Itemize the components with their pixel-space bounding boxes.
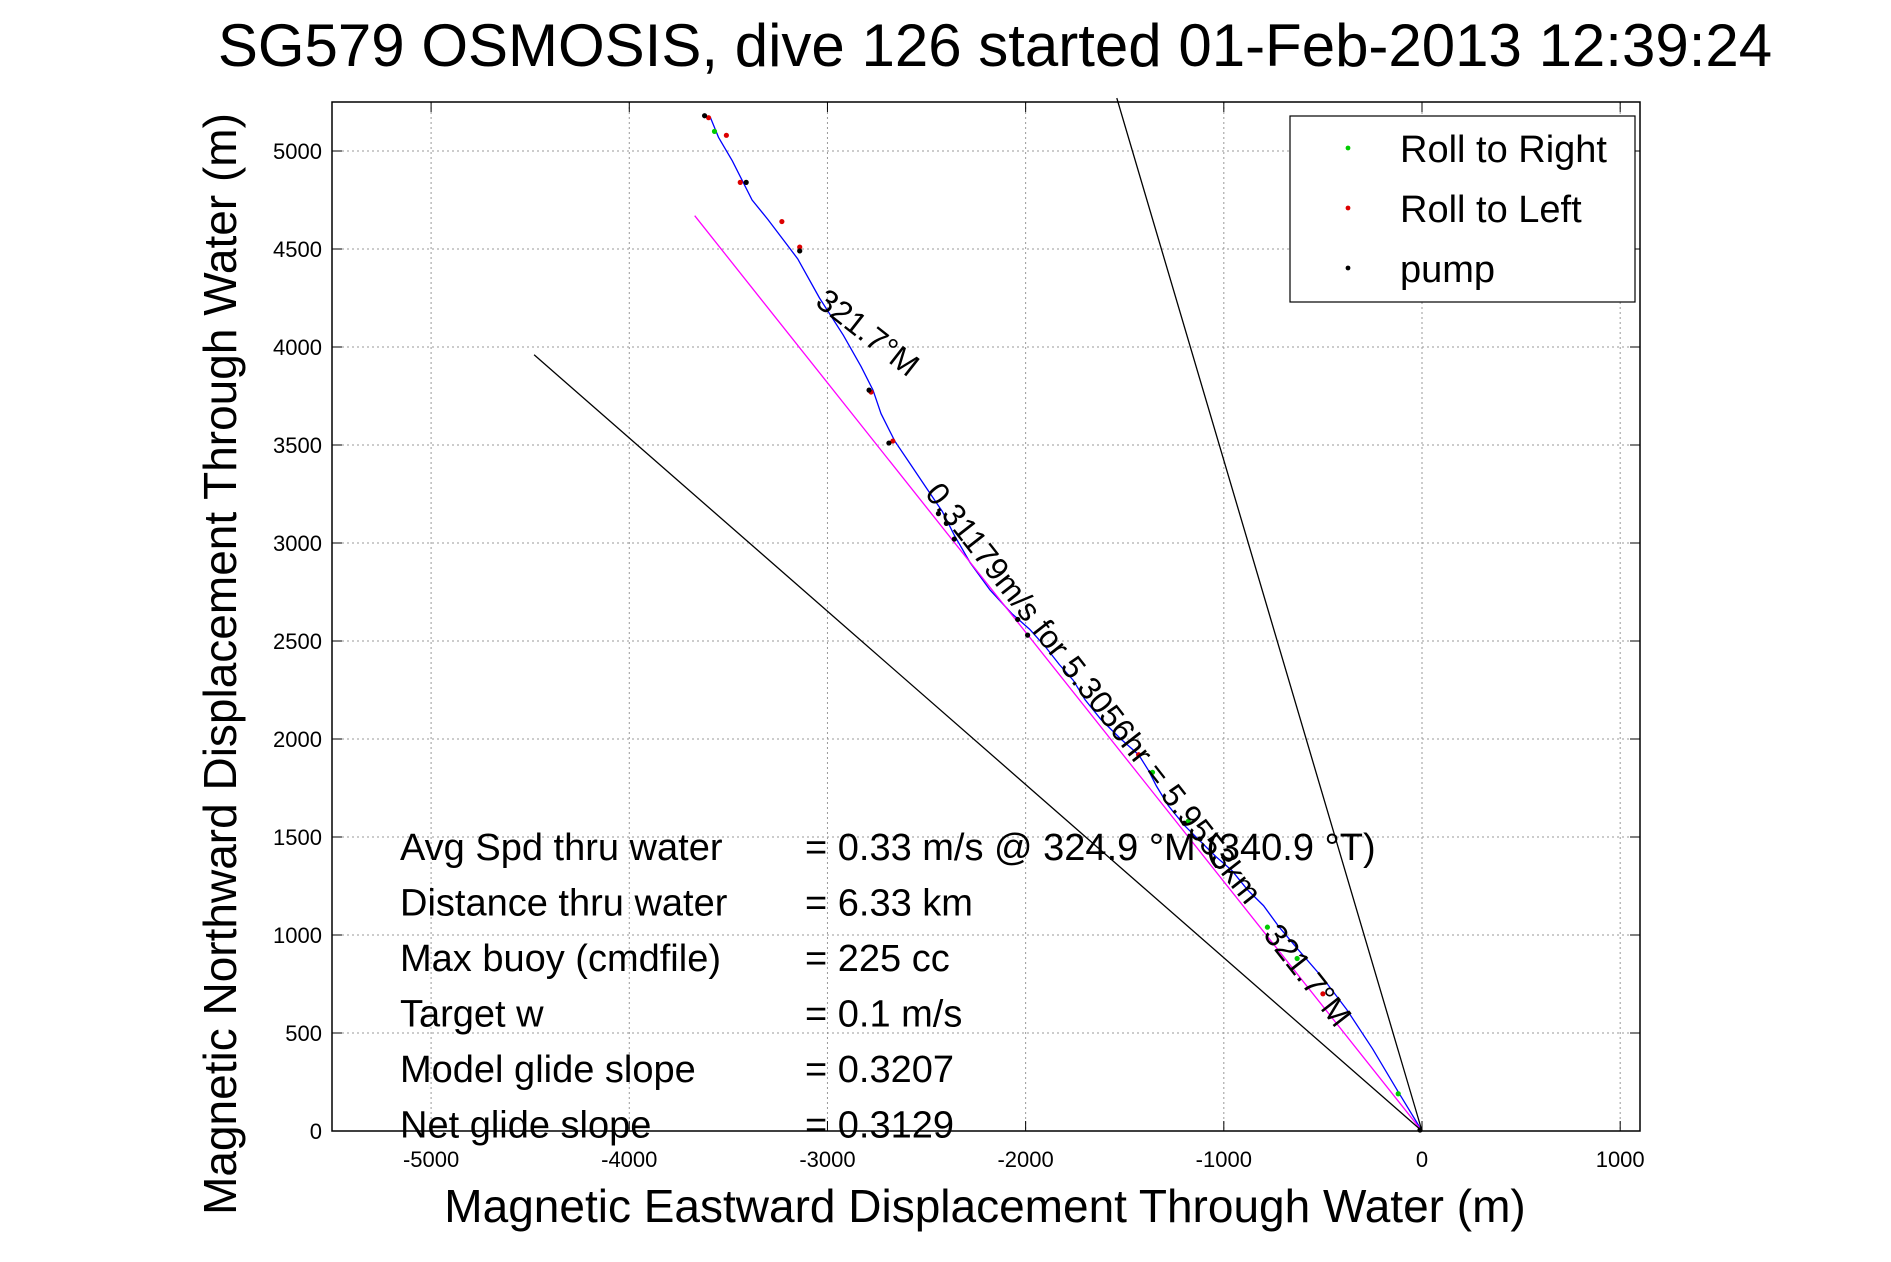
annotation-label: Max buoy (cmdfile) [400, 938, 721, 980]
y-tick-label: 4000 [273, 335, 322, 360]
series-line-2 [1116, 97, 1423, 1132]
annotation-label: Model glide slope [400, 1049, 696, 1091]
chart-title: SG579 OSMOSIS, dive 126 started 01-Feb-2… [218, 12, 1772, 79]
series-line-0 [709, 117, 1423, 1132]
annotation-label: Net glide slope [400, 1105, 651, 1147]
tick-labels: -5000 -4000 -3000 -2000 -1000 0 1000 0 500 1000 15… [273, 102, 1645, 1172]
pump-marker [797, 248, 803, 254]
legend: Roll to Right Roll to Left pump [1289, 115, 1636, 303]
legend-marker [1345, 205, 1351, 211]
roll-left-marker [705, 115, 712, 121]
x-tick-label: -1000 [1196, 1147, 1252, 1172]
roll-right-marker [1294, 955, 1300, 962]
pump-marker [935, 510, 942, 517]
pump-marker [943, 520, 949, 527]
legend-entry-label: Roll to Right [1400, 129, 1607, 171]
series-layer [533, 97, 1423, 1132]
roll-left-marker [890, 438, 896, 444]
y-tick-label: 1000 [273, 923, 322, 948]
y-tick-label: 4500 [273, 237, 322, 262]
x-tick-label: 1000 [1596, 1147, 1645, 1172]
x-tick-label: -3000 [799, 1147, 855, 1172]
pump-marker [1015, 616, 1021, 623]
pump-marker [886, 440, 892, 446]
y-tick-label: 2500 [273, 629, 322, 654]
pump-marker [743, 179, 749, 185]
y-tick-label: 1500 [273, 825, 322, 850]
annotation-label: Target w [400, 994, 544, 1036]
x-tick-label: 0 [1416, 1147, 1428, 1172]
roll-right-marker [1395, 1091, 1401, 1097]
legend-marker [1345, 265, 1351, 271]
annotation-label: Distance thru water [400, 883, 728, 925]
legend-marker [1345, 145, 1351, 151]
y-tick-label: 500 [285, 1021, 322, 1046]
annotation-value: = 0.1 m/s [805, 994, 962, 1036]
roll-right-marker [711, 128, 718, 134]
series-line-3 [533, 354, 1423, 1132]
pump-marker [1025, 632, 1031, 638]
annotation-value: = 0.3129 [805, 1105, 954, 1147]
pump-marker [701, 113, 708, 119]
y-tick-label: 3000 [273, 531, 322, 556]
roll-right-marker [1149, 769, 1156, 775]
roll-right-marker [1185, 818, 1191, 824]
y-tick-label: 3500 [273, 433, 322, 458]
roll-left-marker [1320, 991, 1326, 997]
x-tick-label: -4000 [601, 1147, 657, 1172]
annotation-value: = 0.3207 [805, 1049, 954, 1091]
roll-left-marker [1136, 752, 1142, 758]
pump-marker [1197, 836, 1203, 842]
roll-left-marker [779, 218, 785, 225]
y-axis-label: Magnetic Northward Displacement Through … [194, 113, 246, 1215]
roll-left-marker [723, 132, 729, 138]
x-tick-label: -2000 [997, 1147, 1053, 1172]
legend-entry-label: Roll to Left [1400, 189, 1582, 231]
legend-entry-label: pump [1400, 249, 1495, 291]
annotations: Avg Spd thru water = 0.33 m/s @ 324.9 °M … [400, 827, 1376, 1147]
y-tick-label: 5000 [273, 139, 322, 164]
plot-frame [331, 101, 1641, 1132]
roll-right-marker [1264, 924, 1271, 930]
pump-marker [951, 536, 957, 542]
annotation-label: Avg Spd thru water [400, 827, 723, 869]
annotation-value: = 0.33 m/s @ 324.9 °M (340.9 °T) [805, 827, 1376, 869]
pump-marker [1417, 1127, 1423, 1133]
x-axis-label: Magnetic Eastward Displacement Through W… [444, 1180, 1525, 1232]
marker-layer [701, 113, 1423, 1133]
y-tick-label: 0 [310, 1119, 322, 1144]
y-tick-label: 2000 [273, 727, 322, 752]
annotation-value: = 6.33 km [805, 883, 973, 925]
roll-left-marker [797, 244, 803, 250]
pump-marker [866, 387, 872, 393]
pump-marker [1181, 820, 1187, 826]
x-tick-label: -5000 [403, 1147, 459, 1172]
roll-left-marker [737, 179, 743, 185]
annotation-value: = 225 cc [805, 938, 950, 980]
series-line-1 [694, 215, 1423, 1132]
